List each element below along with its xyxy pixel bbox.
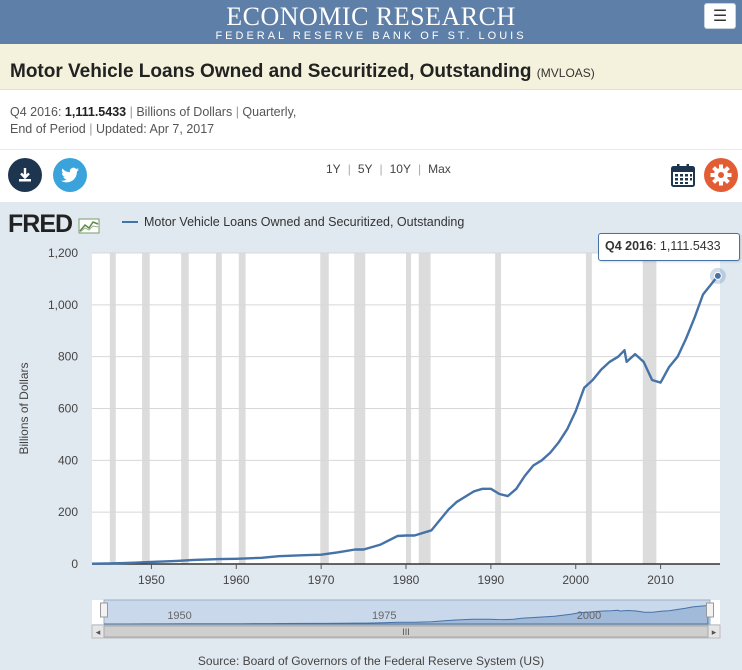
menu-button[interactable]: ☰ xyxy=(704,3,736,29)
updated-label: Updated: xyxy=(95,122,147,136)
highlight-point[interactable] xyxy=(713,271,722,280)
latest-value: 1,111.5433 xyxy=(64,105,127,119)
calendar-button[interactable] xyxy=(670,163,696,192)
scrollbar-grip: III xyxy=(402,627,410,637)
x-tick-label: 2010 xyxy=(647,573,674,587)
range-5y[interactable]: 5Y xyxy=(357,162,373,176)
twitter-button[interactable] xyxy=(53,158,87,192)
gear-icon xyxy=(710,164,732,186)
tooltip-period: Q4 2016 xyxy=(605,239,653,253)
y-tick-label: 200 xyxy=(58,505,78,519)
x-tick-label: 2000 xyxy=(562,573,589,587)
tooltip: Q4 2016: 1,111.5433 xyxy=(598,233,740,261)
navigator-handle-left[interactable] xyxy=(100,602,108,618)
download-icon xyxy=(19,168,31,182)
range-1y[interactable]: 1Y xyxy=(326,162,341,176)
x-tick-label: 1980 xyxy=(393,573,420,587)
frequency: Quarterly, xyxy=(242,105,297,119)
scroll-left-arrow[interactable]: ◂ xyxy=(96,627,101,637)
source-note: Source: Board of Governors of the Federa… xyxy=(197,654,545,668)
x-tick-label: 1970 xyxy=(308,573,335,587)
x-tick-label: 1990 xyxy=(478,573,505,587)
settings-button[interactable] xyxy=(704,158,738,192)
site-header: ECONOMIC RESEARCH FEDERAL RESERVE BANK O… xyxy=(0,0,742,44)
series-meta: Q4 2016: 1,111.5433 | Billions of Dollar… xyxy=(10,105,297,136)
navigator-tick-label: 1950 xyxy=(167,610,191,622)
y-tick-label: 1,200 xyxy=(48,246,78,260)
units: Billions of Dollars xyxy=(136,105,233,119)
navigator-handle-right[interactable] xyxy=(706,602,714,618)
series-title-text: Motor Vehicle Loans Owned and Securitize… xyxy=(10,61,532,82)
legend-label: Motor Vehicle Loans Owned and Securitize… xyxy=(144,215,465,229)
latest-period: Q4 2016: xyxy=(10,105,62,119)
series-code: (MVLOAS) xyxy=(536,66,595,80)
y-tick-label: 600 xyxy=(58,402,78,416)
hamburger-icon: ☰ xyxy=(712,8,728,25)
chart-area: FRED Motor Vehicle Loans Owned and Secur… xyxy=(0,202,742,670)
scroll-right-arrow[interactable]: ▸ xyxy=(712,627,717,637)
twitter-icon xyxy=(61,167,79,183)
range-selector: 1Y | 5Y | 10Y | Max xyxy=(326,162,451,176)
navigator-tick-label: 1975 xyxy=(372,610,396,622)
series-title-band: Motor Vehicle Loans Owned and Securitize… xyxy=(0,44,742,90)
y-axis-label: Billions of Dollars xyxy=(17,362,31,454)
range-max[interactable]: Max xyxy=(428,162,451,176)
fred-graph-icon xyxy=(78,218,100,234)
tooltip-value: : 1,111.5433 xyxy=(652,239,721,253)
scrollbar-thumb[interactable] xyxy=(103,625,709,638)
legend-swatch xyxy=(122,221,138,223)
line-chart[interactable]: 0 200 400 600 800 1,000 1,200 1950 1960 1970 1980 1… xyxy=(0,202,742,652)
series-title: Motor Vehicle Loans Owned and Securitize… xyxy=(10,61,595,83)
fred-logo[interactable]: FRED xyxy=(8,210,100,239)
chart-legend[interactable]: Motor Vehicle Loans Owned and Securitize… xyxy=(122,215,464,229)
site-title[interactable]: ECONOMIC RESEARCH xyxy=(226,2,516,31)
y-tick-label: 0 xyxy=(71,557,78,571)
navigator-tick-label: 2000 xyxy=(577,610,601,622)
divider xyxy=(0,149,742,150)
x-tick-label: 1950 xyxy=(138,573,165,587)
range-10y[interactable]: 10Y xyxy=(389,162,411,176)
download-button[interactable] xyxy=(8,158,42,192)
updated-date: Apr 7, 2017 xyxy=(149,122,215,136)
aggregation: End of Period xyxy=(10,122,86,136)
y-tick-label: 1,000 xyxy=(48,298,78,312)
x-tick-label: 1960 xyxy=(223,573,250,587)
series-line[interactable] xyxy=(91,275,719,565)
y-tick-label: 800 xyxy=(58,350,78,364)
navigator-series-area xyxy=(104,604,709,625)
calendar-icon xyxy=(671,164,695,187)
fred-logo-text: FRED xyxy=(8,210,73,238)
site-subtitle: FEDERAL RESERVE BANK OF ST. LOUIS xyxy=(215,30,527,42)
y-tick-label: 400 xyxy=(58,453,78,467)
